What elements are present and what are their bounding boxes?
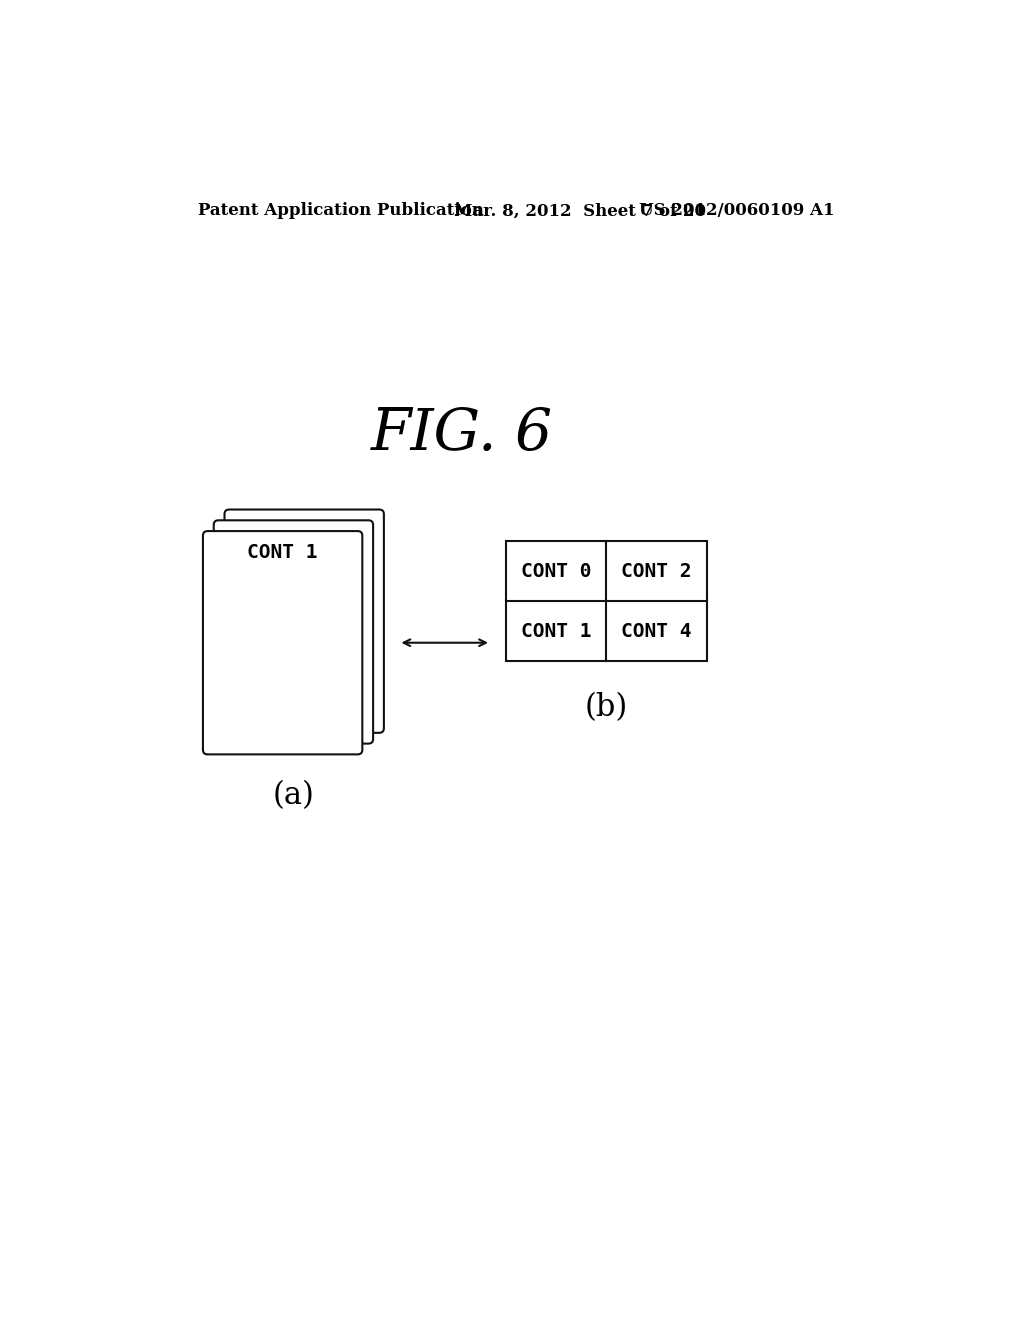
Text: Mar. 8, 2012  Sheet 7 of 20: Mar. 8, 2012 Sheet 7 of 20 bbox=[454, 202, 706, 219]
Text: CONT 2: CONT 2 bbox=[258, 532, 329, 552]
FancyBboxPatch shape bbox=[214, 520, 373, 743]
FancyBboxPatch shape bbox=[224, 510, 384, 733]
Bar bbox=[506, 541, 707, 661]
Text: US 2012/0060109 A1: US 2012/0060109 A1 bbox=[639, 202, 835, 219]
Text: Patent Application Publication: Patent Application Publication bbox=[199, 202, 484, 219]
FancyBboxPatch shape bbox=[203, 531, 362, 755]
Text: (b): (b) bbox=[585, 692, 628, 723]
Text: CONT 1: CONT 1 bbox=[521, 622, 592, 640]
Text: CONT 0: CONT 0 bbox=[521, 561, 592, 581]
Text: CONT 3: CONT 3 bbox=[269, 521, 339, 541]
Text: CONT 2: CONT 2 bbox=[622, 561, 692, 581]
Text: CONT 4: CONT 4 bbox=[622, 622, 692, 640]
Text: (a): (a) bbox=[272, 780, 314, 812]
Text: FIG. 6: FIG. 6 bbox=[371, 405, 553, 462]
Text: CONT 1: CONT 1 bbox=[248, 543, 317, 562]
